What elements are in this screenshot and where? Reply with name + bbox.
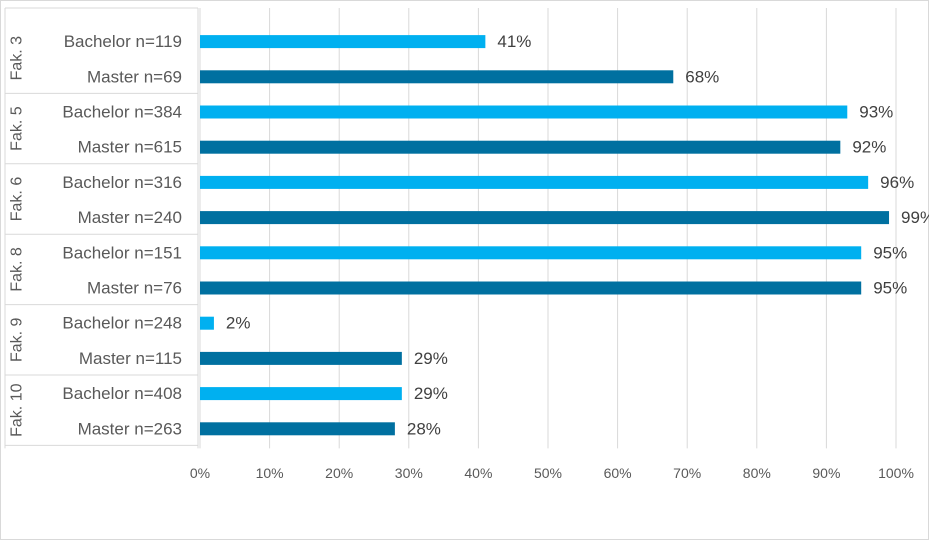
category-label: Master n=240	[78, 208, 182, 227]
group-label: Fak. 3	[9, 36, 26, 81]
x-tick-label: 70%	[673, 465, 701, 481]
x-tick-label: 50%	[534, 465, 562, 481]
category-label: Master n=69	[87, 67, 182, 86]
data-label: 68%	[685, 67, 719, 86]
x-tick-label: 20%	[325, 465, 353, 481]
data-label: 96%	[880, 173, 914, 192]
category-label: Bachelor n=316	[62, 173, 182, 192]
bar	[200, 140, 841, 154]
x-tick-label: 10%	[256, 465, 284, 481]
data-label: 28%	[407, 419, 441, 438]
x-tick-label: 30%	[395, 465, 423, 481]
bar	[200, 316, 214, 330]
group-label: Fak. 8	[9, 247, 26, 292]
category-label: Master n=263	[78, 419, 182, 438]
bar	[200, 175, 869, 189]
group-label: Fak. 5	[9, 106, 26, 151]
bar	[200, 281, 862, 295]
category-label: Master n=615	[78, 138, 182, 157]
bar	[200, 351, 402, 365]
data-label: 29%	[414, 349, 448, 368]
x-tick-label: 100%	[878, 465, 914, 481]
group-label: Fak. 9	[9, 317, 26, 362]
bar	[200, 387, 402, 401]
x-tick-label: 0%	[190, 465, 210, 481]
data-label: 99%	[901, 208, 929, 227]
group-label: Fak. 10	[9, 383, 26, 436]
x-tick-label: 40%	[464, 465, 492, 481]
category-label: Bachelor n=151	[62, 243, 182, 262]
x-tick-label: 60%	[604, 465, 632, 481]
bar	[200, 422, 395, 436]
data-label: 2%	[226, 314, 251, 333]
category-label: Master n=115	[79, 349, 182, 368]
data-label: 95%	[873, 279, 907, 298]
data-label: 29%	[414, 384, 448, 403]
data-label: 95%	[873, 243, 907, 262]
data-label: 41%	[497, 32, 531, 51]
x-tick-label: 80%	[743, 465, 771, 481]
group-label: Fak. 6	[9, 177, 26, 222]
bar	[200, 246, 862, 260]
bar	[200, 70, 674, 84]
category-label: Bachelor n=384	[62, 103, 182, 122]
category-label: Bachelor n=408	[62, 384, 182, 403]
category-label: Bachelor n=119	[64, 32, 182, 51]
category-label: Master n=76	[87, 279, 182, 298]
bar	[200, 211, 890, 225]
bar	[200, 35, 486, 49]
bar	[200, 105, 848, 119]
x-tick-label: 90%	[812, 465, 840, 481]
data-label: 92%	[852, 138, 886, 157]
category-label: Bachelor n=248	[62, 314, 182, 333]
data-label: 93%	[859, 103, 893, 122]
